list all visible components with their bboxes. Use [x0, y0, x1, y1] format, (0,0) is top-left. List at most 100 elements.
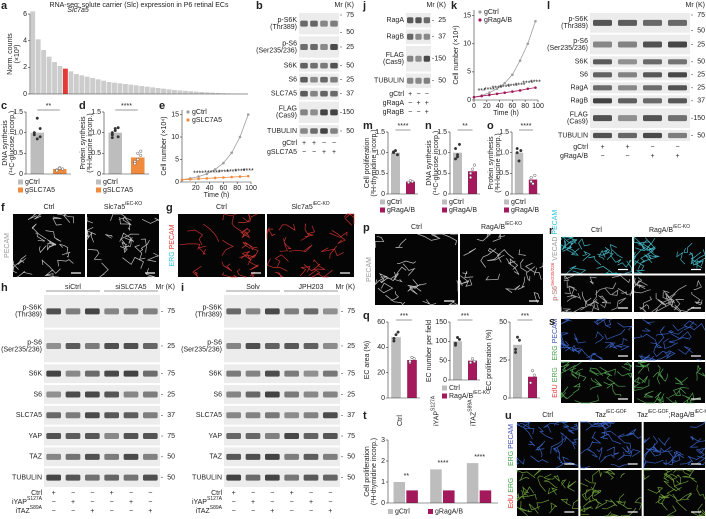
- text-part: S127A: [27, 496, 43, 502]
- blot-band: [618, 72, 637, 78]
- panel-letter: c: [1, 100, 7, 112]
- data-point: [35, 116, 39, 120]
- lane-header: Solv: [246, 284, 260, 291]
- condition-sign: −: [129, 490, 133, 497]
- condition-sign: +: [270, 508, 274, 515]
- y-axis-label: DNA synthesis: [2, 120, 9, 166]
- micrograph-texture: [560, 274, 633, 313]
- mw-label: 150: [693, 115, 705, 122]
- data-point: [471, 167, 475, 171]
- blot-band: [320, 20, 328, 27]
- condition-sign: +: [110, 490, 114, 497]
- significance: ****: [499, 85, 510, 92]
- marker: [188, 178, 192, 181]
- blot-band: [643, 19, 662, 26]
- text-part: iEC-KO: [673, 224, 690, 230]
- y-axis-label: Protein synthesis: [488, 136, 495, 190]
- blot-band: [123, 308, 139, 315]
- y-tick-label: 0: [443, 191, 447, 198]
- y-tick-label: 0.5: [437, 170, 447, 177]
- micrograph-texture: [560, 236, 632, 274]
- blot-band: [643, 41, 662, 48]
- bar: [84, 76, 90, 94]
- panel-letter: g: [166, 202, 173, 214]
- blot-band: [668, 72, 687, 78]
- blot-band: [322, 474, 338, 481]
- blot-band: [330, 109, 338, 116]
- mw-label: 25: [346, 77, 354, 84]
- blot-strip: [299, 125, 339, 137]
- blot-band: [300, 90, 308, 97]
- mw-label: 37: [346, 91, 354, 98]
- blot-band: [84, 391, 100, 398]
- blot-band: [618, 132, 637, 139]
- marker: [511, 73, 514, 76]
- blot-band: [303, 391, 319, 398]
- micrograph-texture: [516, 469, 579, 517]
- panel-letter: e: [159, 100, 165, 112]
- panel-letter: s: [549, 316, 555, 328]
- y-axis-label: DNA synthesis: [426, 140, 433, 186]
- blot-band: [320, 109, 328, 116]
- y-tick-label: 0: [97, 171, 101, 178]
- marker: [246, 113, 250, 116]
- text-part: iEC-KO: [313, 201, 330, 207]
- bar: [199, 92, 205, 94]
- y-tick-label: 15: [463, 12, 471, 19]
- blot-band: [618, 59, 637, 65]
- blot-band: [423, 77, 430, 84]
- micrograph: [643, 422, 705, 468]
- legend-swatch: [442, 207, 447, 213]
- micrograph-texture: [179, 213, 259, 278]
- micrograph: [375, 234, 458, 305]
- data-point: [392, 150, 396, 154]
- marker: [488, 93, 491, 97]
- channel-label: p-S6Ser235/236 VECAD PECAM: [550, 210, 559, 301]
- bar: [215, 92, 221, 94]
- y-axis-label: Protein synthesis: [80, 116, 87, 170]
- data-point: [531, 369, 535, 373]
- blot-band: [618, 85, 637, 91]
- blot-band: [104, 412, 120, 419]
- channel-name: PECAM: [366, 257, 373, 282]
- text-part: S127A: [207, 496, 223, 502]
- blot-band: [142, 453, 158, 460]
- blot-strip: [299, 36, 339, 58]
- channel-name: ERG: [508, 478, 515, 495]
- blot-band: [593, 98, 612, 104]
- blot-band: [65, 308, 81, 315]
- blot-band: [226, 412, 242, 419]
- blot-band: [65, 391, 81, 398]
- condition-sign: −: [416, 109, 420, 116]
- row-label: p-S6K: [23, 305, 43, 312]
- row-label: (Ser235/236): [1, 346, 42, 353]
- blot-strip: [224, 468, 340, 487]
- bar: [182, 90, 188, 94]
- blot-band: [264, 370, 280, 377]
- bar: [528, 179, 538, 194]
- blot-band: [310, 62, 318, 69]
- condition-sign: −: [290, 499, 294, 506]
- blot-band: [593, 59, 612, 65]
- text-part: RagA/B: [649, 227, 673, 234]
- marker: [222, 176, 225, 179]
- data-point: [454, 147, 458, 151]
- column-title: Slc7a5iEC-KO: [104, 201, 142, 211]
- bar: [443, 490, 455, 503]
- data-point: [408, 359, 412, 363]
- row-label: TUBULIN: [267, 128, 297, 135]
- marker: [518, 89, 522, 92]
- significance: ***: [478, 88, 486, 95]
- legend-marker: [478, 18, 482, 22]
- blot-band: [668, 41, 687, 48]
- blot-band: [303, 453, 319, 460]
- column-title: Ctrl: [591, 227, 602, 234]
- legend-label: gCtrl: [192, 109, 207, 116]
- blot-strip: [44, 385, 160, 404]
- column-title: RagA/BiEC-KO: [481, 221, 522, 231]
- marker: [503, 91, 507, 94]
- row-label: S6K: [29, 371, 43, 378]
- blot-band: [226, 453, 242, 460]
- significance: ****: [226, 169, 237, 176]
- data-point: [133, 162, 137, 166]
